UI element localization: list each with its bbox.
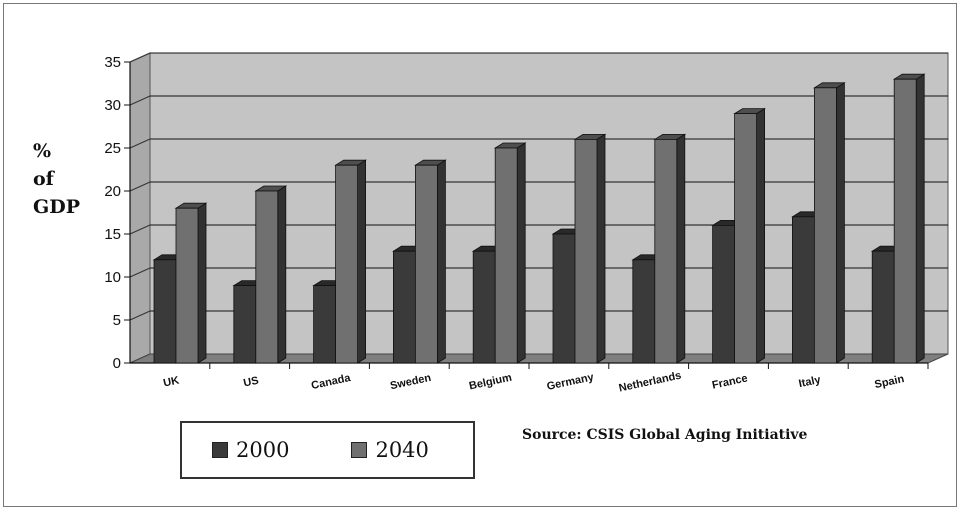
y-axis-label: % of GDP (33, 137, 83, 221)
bar-front (654, 138, 678, 364)
bar-side (676, 133, 686, 364)
bar-front (313, 285, 337, 364)
legend-label: 2000 (236, 438, 290, 462)
legend-swatch (212, 442, 228, 458)
x-tick-label: Belgium (468, 372, 513, 393)
y-tick-label: 15 (104, 226, 121, 243)
y-tick-label: 0 (113, 355, 121, 372)
bar-front (871, 250, 895, 364)
bar-front (472, 250, 496, 364)
bar (653, 133, 687, 364)
legend-item: 2000 (212, 438, 289, 462)
y-tick-label: 35 (104, 54, 121, 71)
bar-side (277, 185, 287, 364)
bar-front (414, 164, 438, 364)
gridline-diagonal (129, 310, 151, 321)
x-tick-label: Netherlands (618, 370, 683, 395)
x-tick-label: Sweden (389, 372, 432, 392)
bar-side (436, 159, 446, 364)
bar-chart: 0 5 10 15 20 25 30 35 UK US Canada Sweden Belgium Ger… (104, 52, 949, 395)
legend: 2000 2040 (180, 421, 475, 479)
gridline-diagonal (129, 95, 151, 106)
bar-side (836, 82, 845, 364)
gridline-diagonal (129, 224, 151, 235)
bar-side (915, 73, 925, 364)
bar-front (814, 87, 837, 364)
x-tick-label: Germany (546, 371, 596, 393)
x-tick-label: US (242, 375, 259, 390)
y-tick-label: 25 (104, 140, 121, 157)
y-axis-label-line: GDP (33, 196, 80, 218)
y-tick-label: 20 (104, 183, 121, 200)
y-tick-label: 5 (113, 312, 121, 329)
bar (174, 202, 208, 364)
bar-front (734, 113, 757, 364)
bar-front (255, 190, 279, 364)
gridline-diagonal (129, 267, 151, 278)
bar-front (175, 207, 199, 364)
bar-side (516, 142, 526, 364)
bar-front (574, 138, 598, 364)
bar-front (712, 224, 735, 364)
bar (254, 185, 288, 364)
bar (892, 73, 926, 364)
bar (733, 107, 766, 364)
x-tick-label: Canada (310, 372, 352, 392)
bar-side (596, 133, 606, 364)
bar-front (233, 285, 257, 364)
x-tick-label: Italy (798, 374, 823, 390)
bar-side (197, 202, 207, 364)
bar (334, 159, 367, 364)
x-tick-label: UK (162, 375, 180, 390)
gridline-diagonal (129, 138, 151, 149)
y-tick-label: 30 (104, 97, 121, 114)
bar-front (632, 259, 656, 364)
side-wall (129, 52, 151, 364)
bar-front (494, 147, 518, 364)
y-axis-label-line: of (33, 168, 54, 190)
bar (414, 159, 447, 364)
bar-side (357, 159, 367, 364)
legend-swatch (351, 442, 368, 458)
bar (813, 82, 846, 364)
y-tick-label: 10 (104, 269, 121, 286)
bar-front (893, 78, 917, 364)
bar-front (153, 259, 177, 364)
x-tick-label: France (711, 372, 749, 391)
source-note: Source: CSIS Global Aging Initiative (522, 427, 808, 443)
x-tick-label: Spain (874, 373, 906, 391)
bar-front (392, 250, 416, 364)
bar-side (756, 107, 765, 364)
gridline-diagonal (129, 181, 151, 192)
gridline-diagonal (129, 52, 151, 63)
legend-item: 2040 (351, 438, 429, 462)
bar-front (335, 164, 359, 364)
bar (493, 142, 527, 364)
bar-front (552, 233, 576, 364)
bars (152, 73, 926, 364)
bar-front (792, 216, 815, 364)
bar (573, 133, 607, 364)
legend-label: 2040 (375, 438, 429, 462)
y-axis-label-line: % (33, 140, 52, 162)
